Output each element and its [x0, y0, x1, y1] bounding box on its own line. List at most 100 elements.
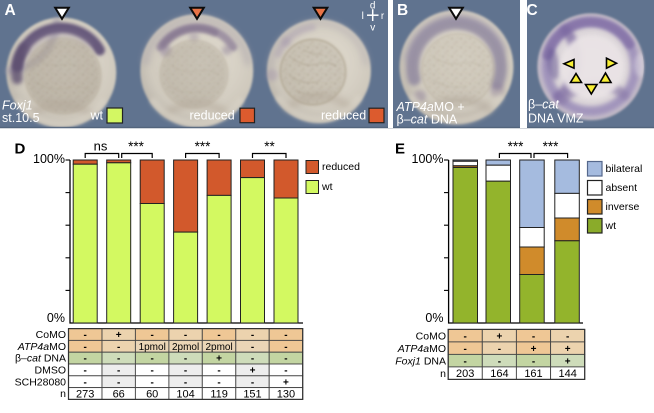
- svg-text:0%: 0%: [47, 311, 65, 325]
- svg-text:wt: wt: [90, 109, 104, 123]
- svg-text:+: +: [216, 354, 222, 365]
- svg-text:-: -: [464, 356, 467, 367]
- svg-text:-: -: [84, 342, 87, 353]
- svg-text:130: 130: [277, 389, 295, 401]
- svg-text:E: E: [395, 141, 405, 158]
- svg-text:Foxj1: Foxj1: [2, 99, 33, 113]
- svg-text:r: r: [381, 11, 385, 22]
- svg-text:151: 151: [243, 389, 261, 401]
- svg-text:CoMO: CoMO: [36, 329, 66, 341]
- svg-text:+: +: [565, 356, 571, 367]
- svg-text:l: l: [362, 11, 364, 22]
- svg-text:-: -: [284, 354, 287, 365]
- svg-text:-: -: [151, 354, 154, 365]
- svg-text:-: -: [184, 366, 187, 377]
- svg-text:-: -: [84, 354, 87, 365]
- svg-text:***: ***: [508, 139, 525, 154]
- svg-text:A: A: [5, 2, 16, 19]
- svg-text:1pmol: 1pmol: [139, 342, 166, 353]
- svg-text:SCH28080: SCH28080: [15, 376, 67, 388]
- svg-text:-: -: [284, 330, 287, 341]
- svg-text:β–cat: β–cat: [528, 98, 559, 112]
- svg-text:D: D: [15, 141, 26, 158]
- svg-text:+: +: [496, 331, 502, 342]
- svg-text:-: -: [498, 344, 501, 355]
- svg-text:-: -: [151, 330, 154, 341]
- svg-text:ns: ns: [94, 139, 108, 154]
- svg-text:ATP4aMO +: ATP4aMO +: [396, 100, 465, 114]
- svg-text:100%: 100%: [33, 152, 65, 166]
- svg-text:-: -: [217, 366, 220, 377]
- svg-text:+: +: [116, 330, 122, 341]
- svg-text:DMSO: DMSO: [35, 365, 67, 377]
- svg-text:st.10.5: st.10.5: [2, 111, 40, 125]
- svg-text:-: -: [117, 366, 120, 377]
- svg-text:104: 104: [176, 389, 194, 401]
- svg-text:-: -: [184, 330, 187, 341]
- svg-text:+: +: [283, 377, 289, 388]
- svg-text:0%: 0%: [425, 311, 443, 325]
- svg-text:-: -: [284, 342, 287, 353]
- svg-text:-: -: [251, 354, 254, 365]
- svg-text:DNA VMZ: DNA VMZ: [528, 112, 584, 126]
- svg-text:66: 66: [113, 389, 125, 401]
- svg-text:n: n: [440, 368, 446, 380]
- svg-text:-: -: [84, 366, 87, 377]
- svg-text:161: 161: [524, 368, 542, 380]
- svg-text:ATP4aMO: ATP4aMO: [17, 341, 66, 353]
- svg-text:-: -: [566, 331, 569, 342]
- svg-text:d: d: [370, 1, 376, 12]
- svg-text:reduced: reduced: [322, 161, 360, 173]
- svg-text:inverse: inverse: [606, 201, 640, 213]
- svg-text:reduced: reduced: [190, 109, 235, 123]
- svg-text:2pmol: 2pmol: [205, 342, 232, 353]
- svg-text:144: 144: [559, 368, 577, 380]
- svg-text:absent: absent: [606, 182, 638, 194]
- svg-text:100%: 100%: [412, 152, 444, 166]
- svg-text:-: -: [464, 344, 467, 355]
- svg-text:v: v: [370, 23, 375, 34]
- svg-text:ATP4aMO: ATP4aMO: [397, 343, 446, 355]
- svg-text:-: -: [498, 356, 501, 367]
- svg-text:***: ***: [128, 139, 145, 154]
- svg-text:-: -: [532, 331, 535, 342]
- svg-text:Foxj1 DNA: Foxj1 DNA: [395, 355, 446, 367]
- svg-text:119: 119: [210, 389, 228, 401]
- svg-text:-: -: [284, 366, 287, 377]
- svg-text:-: -: [464, 331, 467, 342]
- svg-text:-: -: [251, 377, 254, 388]
- svg-text:***: ***: [543, 139, 560, 154]
- svg-text:-: -: [217, 377, 220, 388]
- svg-text:bilateral: bilateral: [606, 163, 643, 175]
- svg-text:reduced: reduced: [321, 109, 366, 123]
- svg-text:273: 273: [76, 389, 94, 401]
- svg-text:+: +: [250, 366, 256, 377]
- svg-text:203: 203: [456, 368, 474, 380]
- svg-text:-: -: [117, 377, 120, 388]
- svg-text:wt: wt: [605, 220, 617, 232]
- svg-text:B: B: [397, 2, 408, 19]
- svg-text:β–cat DNA: β–cat DNA: [15, 353, 66, 365]
- svg-text:-: -: [184, 377, 187, 388]
- svg-text:-: -: [217, 330, 220, 341]
- svg-text:+: +: [565, 344, 571, 355]
- svg-text:-: -: [117, 354, 120, 365]
- svg-text:-: -: [251, 330, 254, 341]
- svg-text:-: -: [84, 377, 87, 388]
- svg-text:-: -: [532, 356, 535, 367]
- svg-text:-: -: [151, 377, 154, 388]
- svg-text:60: 60: [146, 389, 158, 401]
- svg-text:-: -: [151, 366, 154, 377]
- svg-text:**: **: [264, 139, 275, 154]
- svg-text:wt: wt: [321, 181, 333, 193]
- svg-text:C: C: [527, 2, 538, 19]
- svg-text:164: 164: [490, 368, 508, 380]
- svg-text:-: -: [84, 330, 87, 341]
- svg-text:-: -: [117, 342, 120, 353]
- svg-text:2pmol: 2pmol: [172, 342, 199, 353]
- svg-text:***: ***: [195, 139, 212, 154]
- svg-text:+: +: [531, 344, 537, 355]
- svg-text:CoMO: CoMO: [416, 330, 446, 342]
- svg-text:-: -: [184, 354, 187, 365]
- svg-text:β–cat DNA: β–cat DNA: [397, 113, 458, 127]
